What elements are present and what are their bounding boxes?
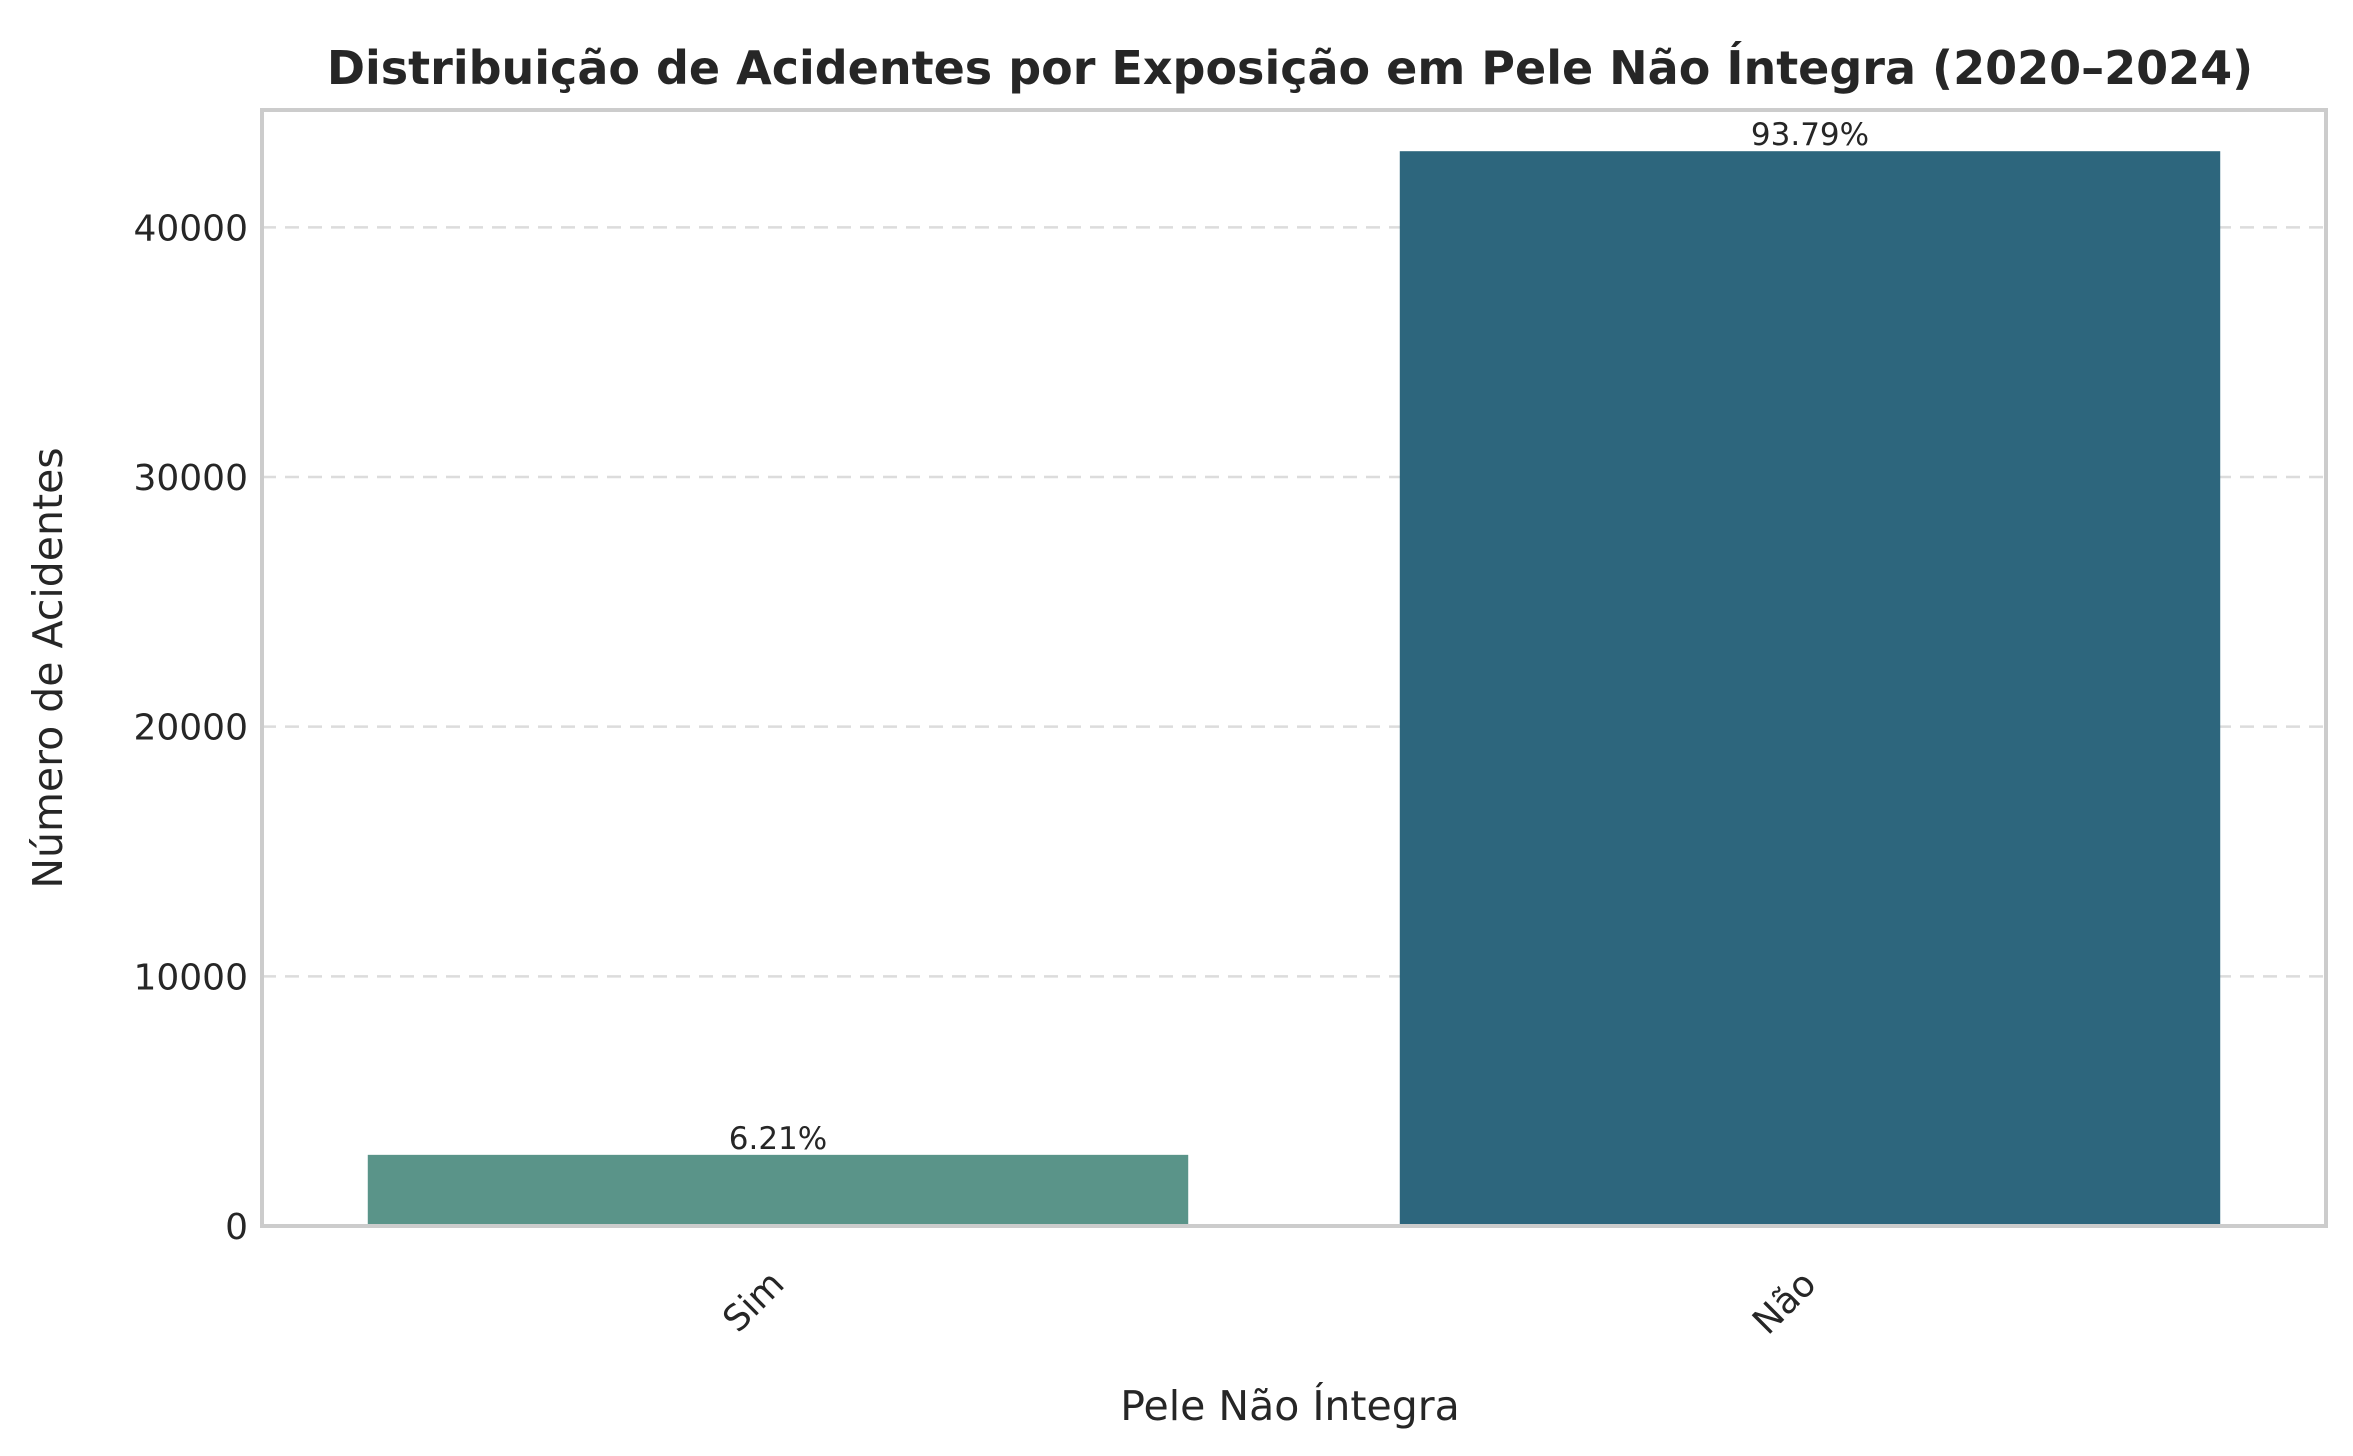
y-tick-label: 20000 bbox=[133, 708, 248, 749]
y-tick-label: 10000 bbox=[133, 957, 248, 998]
y-axis-ticks: 0 10000 20000 30000 40000 bbox=[133, 208, 248, 1248]
y-tick-label: 40000 bbox=[133, 208, 248, 249]
bars bbox=[367, 151, 2221, 1227]
y-tick-label: 30000 bbox=[133, 458, 248, 499]
data-label: 6.21% bbox=[729, 1121, 827, 1157]
bar-sim bbox=[367, 1154, 1189, 1226]
x-axis-label: Pele Não Íntegra bbox=[1120, 1382, 1459, 1430]
plot-frame bbox=[260, 108, 2328, 1228]
y-tick-label: 0 bbox=[225, 1207, 248, 1248]
bar-não bbox=[1399, 151, 2221, 1227]
data-labels: 6.21% 93.79% bbox=[729, 117, 1869, 1157]
data-label: 93.79% bbox=[1751, 117, 1869, 153]
chart-title: Distribuição de Acidentes por Exposição … bbox=[327, 41, 2253, 95]
y-axis-label: Número de Acidentes bbox=[24, 447, 72, 888]
